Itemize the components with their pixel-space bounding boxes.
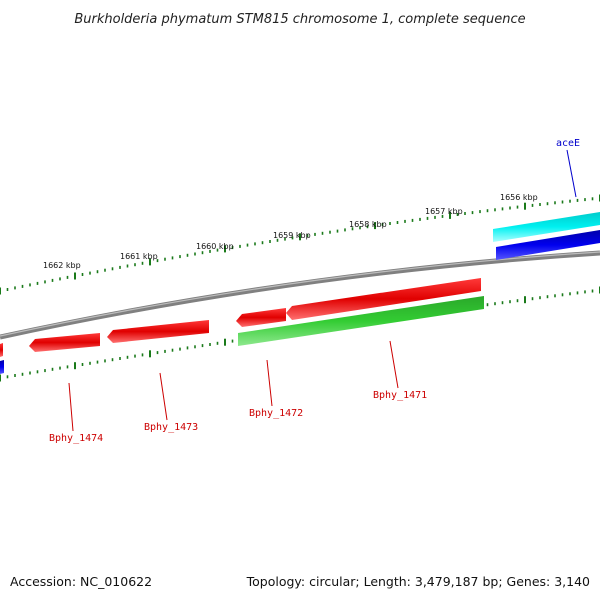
ruler-label-1660: 1660 kbp [196, 242, 234, 251]
leader-Bphy_1474 [68, 382, 74, 432]
leader-Bphy_1471 [389, 340, 399, 389]
ruler-label-1662: 1662 kbp [43, 261, 81, 270]
ruler-label-1658: 1658 kbp [349, 220, 387, 229]
blue-track-top [496, 230, 600, 260]
topology-summary: Topology: circular; Length: 3,479,187 bp… [246, 574, 590, 589]
leader-Bphy_1473 [159, 372, 168, 421]
leader-aceE [566, 149, 577, 198]
label-Bphy_1471[interactable]: Bphy_1471 [373, 390, 427, 401]
blue-track-left [0, 360, 4, 374]
gene-Bphy_1474[interactable] [29, 333, 100, 352]
label-Bphy_1473[interactable]: Bphy_1473 [144, 422, 198, 433]
chromosome-backbone-highlight [0, 251, 600, 337]
map-title: Burkholderia phymatum STM815 chromosome … [74, 12, 525, 27]
label-Bphy_1472[interactable]: Bphy_1472 [249, 408, 303, 419]
accession-text: Accession: NC_010622 [10, 574, 152, 589]
ruler-label-1657: 1657 kbp [425, 207, 463, 216]
gene-Bphy_1472[interactable] [236, 308, 286, 327]
outer-ruler [0, 194, 600, 295]
gene-Bphy_1473[interactable] [107, 320, 209, 343]
ruler-label-1661: 1661 kbp [120, 252, 158, 261]
cds-edge-left[interactable] [0, 343, 3, 357]
ruler-label-1656: 1656 kbp [500, 193, 538, 202]
chromosome-backbone [0, 250, 600, 340]
leader-Bphy_1472 [266, 359, 273, 407]
label-Bphy_1474[interactable]: Bphy_1474 [49, 433, 103, 444]
gene-Bphy_1471[interactable] [238, 296, 484, 346]
ruler-label-1659: 1659 kbp [273, 231, 311, 240]
gene-aceE[interactable] [493, 212, 600, 242]
cds-forward-1472a[interactable] [286, 278, 481, 320]
label-aceE[interactable]: aceE [556, 138, 580, 149]
